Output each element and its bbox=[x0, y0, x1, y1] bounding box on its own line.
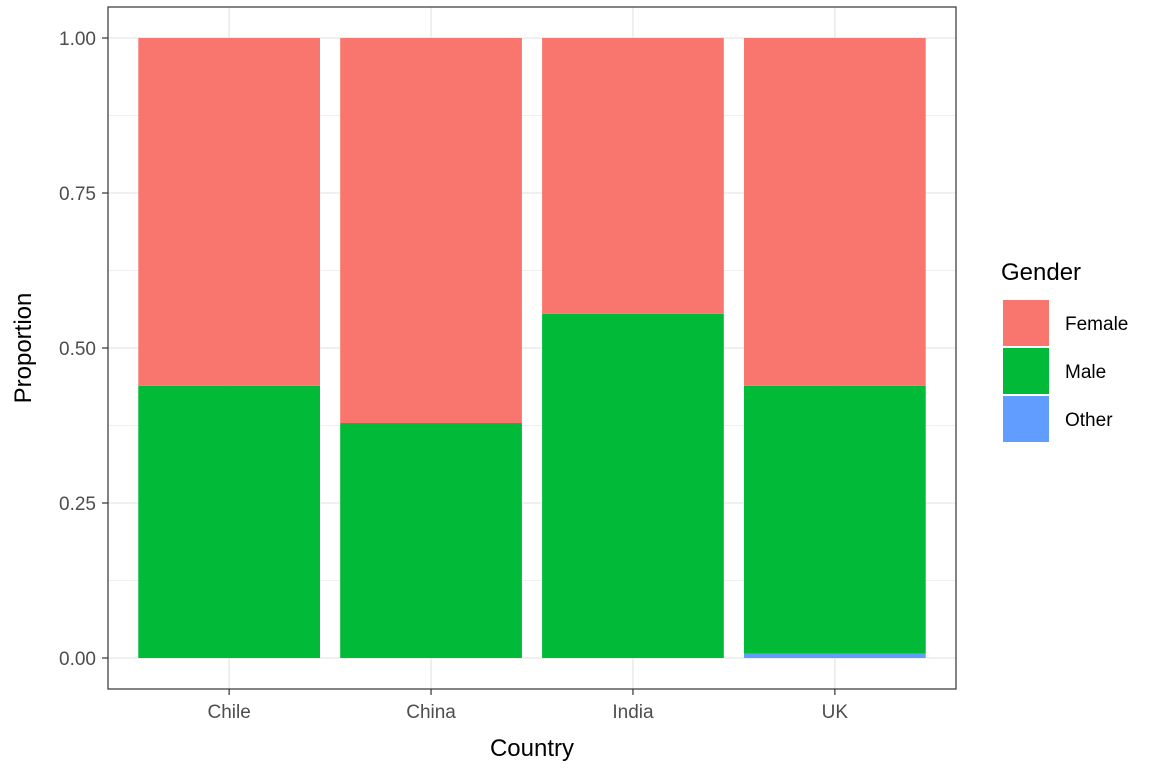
x-tick-label: Chile bbox=[207, 702, 250, 723]
bar-uk-male bbox=[744, 385, 926, 654]
y-tick-label: 0.25 bbox=[59, 494, 96, 515]
bar-india-male bbox=[542, 313, 724, 658]
bar-india-female bbox=[542, 38, 724, 314]
bar-china-male bbox=[340, 423, 522, 658]
legend-label-other: Other bbox=[1065, 410, 1113, 431]
x-tick-label: UK bbox=[822, 702, 849, 723]
y-tick-label: 0.50 bbox=[59, 339, 96, 360]
legend-label-female: Female bbox=[1065, 314, 1128, 335]
x-tick-label: India bbox=[612, 702, 654, 723]
x-axis-title: Country bbox=[490, 735, 574, 762]
legend-title: Gender bbox=[1001, 259, 1081, 286]
legend-label-male: Male bbox=[1065, 362, 1106, 383]
y-tick-label: 0.00 bbox=[59, 649, 96, 670]
bar-chile-female bbox=[138, 38, 320, 386]
legend-key-other bbox=[1003, 396, 1049, 442]
legend: Gender Female Male Other bbox=[1001, 259, 1128, 442]
x-axis: Chile China India UK bbox=[207, 689, 848, 723]
bars bbox=[138, 38, 926, 658]
y-axis: 0.00 0.25 0.50 0.75 1.00 bbox=[59, 29, 108, 670]
y-axis-title: Proportion bbox=[10, 293, 37, 404]
legend-key-female bbox=[1003, 300, 1049, 346]
bar-chile-male bbox=[138, 385, 320, 658]
bar-china-female bbox=[340, 38, 522, 424]
y-tick-label: 0.75 bbox=[59, 184, 96, 205]
bar-uk-female bbox=[744, 38, 926, 386]
legend-key-male bbox=[1003, 348, 1049, 394]
x-tick-label: China bbox=[406, 702, 456, 723]
y-tick-label: 1.00 bbox=[59, 29, 96, 50]
bar-uk-other bbox=[744, 653, 926, 658]
